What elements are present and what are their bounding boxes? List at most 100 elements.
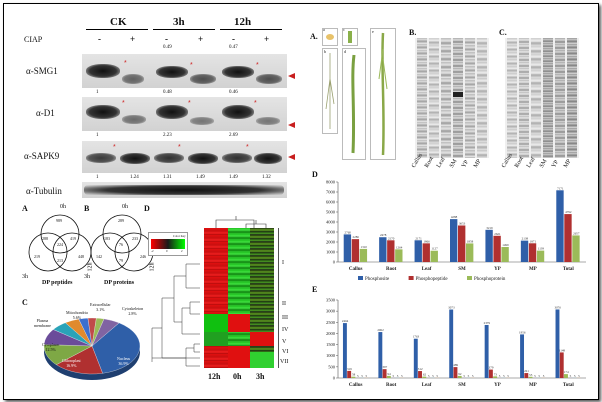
tissue-photo-panel: A. a b c d e: [310, 27, 406, 160]
column-label: 0h: [233, 372, 242, 381]
smg1-top-ratio: 0.47: [229, 45, 238, 50]
y-tick-label: 1000: [326, 353, 336, 358]
bar: [430, 250, 438, 262]
ciap-sign: -: [232, 34, 235, 44]
bar-value-label: 5: [499, 374, 501, 378]
y-tick-label: 3500: [326, 298, 336, 303]
bar-value-label: 5: [428, 374, 430, 378]
gel-b: [415, 38, 489, 158]
bar: [413, 338, 418, 378]
ratio: 1: [96, 90, 99, 95]
phospho-marker: *: [124, 60, 127, 67]
band: [122, 74, 144, 84]
bar: [382, 369, 387, 378]
bar: [387, 240, 395, 262]
band: [156, 66, 188, 78]
gel-lane: [477, 38, 487, 158]
bar-value-label: 1763: [413, 335, 420, 339]
bar-value-label: 5: [472, 374, 474, 378]
ratio: 1.24: [130, 175, 139, 180]
bar-value-label: 1127: [431, 247, 438, 251]
bar: [564, 374, 568, 378]
heatmap-block: [228, 346, 250, 368]
bar-value-label: 1871: [530, 239, 537, 243]
bar-value-label: 2062: [377, 328, 384, 332]
venn-value: 233: [132, 236, 138, 241]
ratio: 1.49: [196, 175, 205, 180]
gel-lane: [555, 38, 565, 158]
bar-value-label: 2657: [573, 231, 580, 235]
bar: [342, 323, 347, 378]
panel-letter: B.: [409, 28, 417, 37]
bar-value-label: 92: [458, 372, 462, 376]
bar-value-label: 5: [436, 374, 438, 378]
bar-value-label: 1148: [559, 348, 566, 352]
row-label-sapk9: α-SAPK9: [24, 151, 60, 161]
bar: [564, 214, 572, 262]
ciap-sign: -: [98, 34, 101, 44]
phospho-marker: *: [254, 100, 257, 107]
sub-letter: e: [372, 29, 374, 34]
phospho-marker: *: [188, 100, 191, 107]
phospho-marker: *: [256, 62, 259, 69]
bar-value-label: 379: [489, 366, 494, 370]
group-label-3h: 3h: [173, 16, 185, 28]
category-label: Callus: [349, 383, 363, 388]
cluster-label: I: [282, 260, 284, 266]
ratio: 0.48: [163, 90, 172, 95]
panel-letter: C.: [499, 28, 507, 37]
band: [154, 153, 184, 163]
phospho-marker: *: [246, 144, 249, 151]
blot-tubulin: [82, 182, 287, 198]
cluster-label: III: [282, 315, 288, 321]
sub-letter: b: [324, 49, 326, 54]
ciap-label: CIAP: [24, 35, 43, 44]
bar: [466, 243, 474, 262]
venn-value: 79: [119, 258, 123, 263]
leaf-photo: c: [342, 27, 358, 46]
bar: [488, 369, 493, 378]
bar-value-label: 5: [361, 374, 363, 378]
pie-label: Chloroplast 16.9%: [62, 358, 81, 368]
lane-label: SM: [539, 158, 549, 169]
pie-slice: [56, 345, 103, 375]
bar-value-label: 1499: [502, 243, 509, 247]
phospho-marker: *: [113, 144, 116, 151]
band: [84, 185, 284, 195]
bar: [343, 234, 352, 262]
legend-swatch: [408, 276, 414, 280]
venn-value: 246: [140, 254, 146, 259]
gel-c-panel: C. Callus Root Leaf SM YP MP: [499, 26, 584, 176]
category-label: Leaf: [422, 267, 432, 272]
venn-b-panel: B 0h 289 183 233 76 142 79 246 3h 12h DP…: [84, 202, 156, 292]
ratio: 2.69: [229, 133, 238, 138]
bar-value-label: 3076: [554, 305, 561, 309]
venn-value: 448: [78, 254, 84, 259]
band: [222, 105, 254, 119]
row-dendrogram: [151, 263, 200, 367]
sub-letter: c: [343, 27, 345, 32]
band-arrow: [288, 73, 295, 79]
panel-letter: D: [144, 204, 150, 213]
bar-value-label: 5: [468, 374, 470, 378]
pie-chart: [43, 317, 141, 380]
pie-label-text: Chloroplast: [62, 358, 81, 363]
figure-frame: CK 3h 12h CIAP - + - + - + 0.49 0.47 α-S…: [3, 3, 599, 400]
y-tick-label: 6000: [326, 200, 336, 205]
y-tick-label: 4000: [326, 220, 336, 225]
color-key-mid: 0: [166, 249, 168, 253]
cluster-label: V: [282, 339, 287, 345]
bar: [493, 376, 498, 378]
category-label: Leaf: [422, 383, 432, 388]
gel-band-strong: [453, 92, 463, 97]
heatmap-col-12h: [204, 228, 228, 368]
ciap-sign: +: [264, 34, 270, 44]
category-label: MP: [529, 383, 537, 388]
bar-value-label: 58: [352, 373, 356, 377]
bar: [458, 225, 466, 262]
venn-value: 989: [56, 218, 62, 223]
panicle-sketch: [378, 32, 388, 156]
bar: [520, 334, 525, 378]
heatmap-grid: [204, 228, 274, 368]
root-photo: b: [322, 48, 338, 134]
